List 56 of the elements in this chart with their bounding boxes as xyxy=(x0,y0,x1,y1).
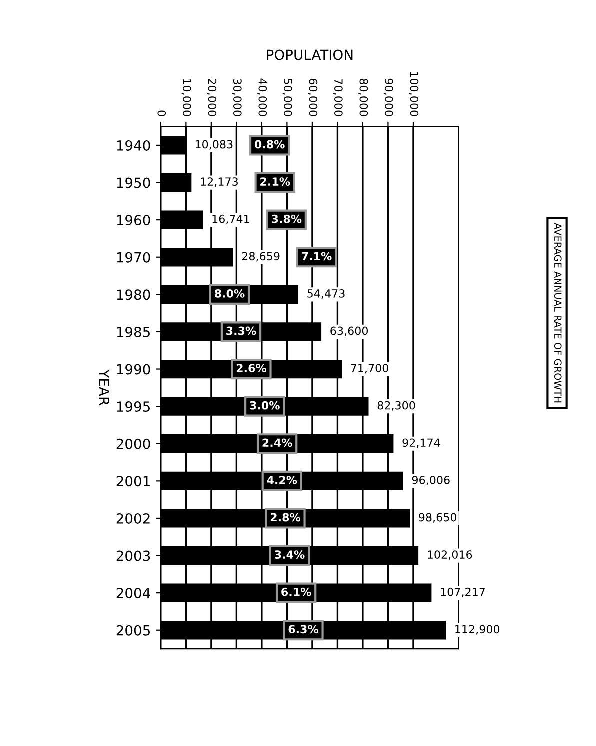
y-tick-label: 1995 xyxy=(117,402,150,412)
data-label: 71,700 xyxy=(351,364,388,374)
data-label: 107,217 xyxy=(441,588,486,598)
data-label: 92,174 xyxy=(402,438,440,448)
y-tick-label: 1990 xyxy=(117,364,150,375)
x-tick-label: 40,000 xyxy=(258,78,268,116)
annotation: 6.3% xyxy=(288,625,319,634)
y-tick-label: 2003 xyxy=(116,550,150,562)
x-tick-label: 90,000 xyxy=(384,78,394,116)
data-label: 12,173 xyxy=(201,178,238,188)
y-tick-label: 1985 xyxy=(117,326,150,338)
x-tick-label: 60,000 xyxy=(308,78,318,116)
data-label: 63,600 xyxy=(330,326,368,336)
annotation: 3.8% xyxy=(272,214,302,224)
data-label: 98,650 xyxy=(419,513,457,523)
x-tick-label: 80,000 xyxy=(358,78,368,116)
data-label: 102,016 xyxy=(428,550,472,560)
x-tick-label: 50,000 xyxy=(282,79,292,116)
data-label: 54,473 xyxy=(308,289,345,300)
x-tick-label: 30,000 xyxy=(232,79,242,116)
x-tick-label: 0 xyxy=(158,110,166,116)
y-tick-label: 2004 xyxy=(116,588,150,599)
x-tick-label: 100,000 xyxy=(409,72,419,116)
y-tick-label: 1950 xyxy=(117,178,150,188)
y-axis-title: YEAR xyxy=(99,370,110,406)
data-label: 16,741 xyxy=(212,214,250,224)
y-tick-label: 2005 xyxy=(116,625,150,636)
annotation: 0.8% xyxy=(254,140,285,149)
y-tick-label: 2002 xyxy=(116,513,150,524)
annotation: 2.1% xyxy=(260,178,290,186)
annotation: 2.8% xyxy=(270,513,301,522)
y-tick-label: 1940 xyxy=(117,140,150,151)
data-label: 10,083 xyxy=(196,140,233,150)
x-axis-title: POPULATION xyxy=(267,50,353,60)
annotation: 6.1% xyxy=(282,588,312,596)
text: AVERAGE ANNUAL RATE OF GROWTH xyxy=(554,223,562,403)
annotation: 3.0% xyxy=(250,401,280,410)
y-tick-label: 1980 xyxy=(117,290,150,300)
data-label: 96,006 xyxy=(412,476,450,486)
data-label: 82,300 xyxy=(378,401,416,411)
y-tick-label: 2000 xyxy=(116,438,150,450)
annotation: 4.2% xyxy=(267,476,298,484)
annotation: 8.0% xyxy=(214,289,245,298)
data-label: 112,900 xyxy=(456,625,500,635)
y-tick-label: 1960 xyxy=(117,215,150,226)
y-tick-label: 2001 xyxy=(116,476,150,487)
x-tick-label: 10,000 xyxy=(182,79,192,116)
y-tick-label: 1970 xyxy=(117,252,150,263)
annotation: 7.1% xyxy=(302,252,332,261)
annotation: 2.6% xyxy=(236,364,267,372)
annotation: 3.4% xyxy=(275,550,305,559)
annotation: 2.4% xyxy=(262,438,292,448)
annotation: 3.3% xyxy=(226,326,256,336)
x-tick-label: 20,000 xyxy=(207,79,217,116)
data-label: 28,659 xyxy=(242,252,280,262)
x-tick-label: 70,000 xyxy=(333,79,343,116)
